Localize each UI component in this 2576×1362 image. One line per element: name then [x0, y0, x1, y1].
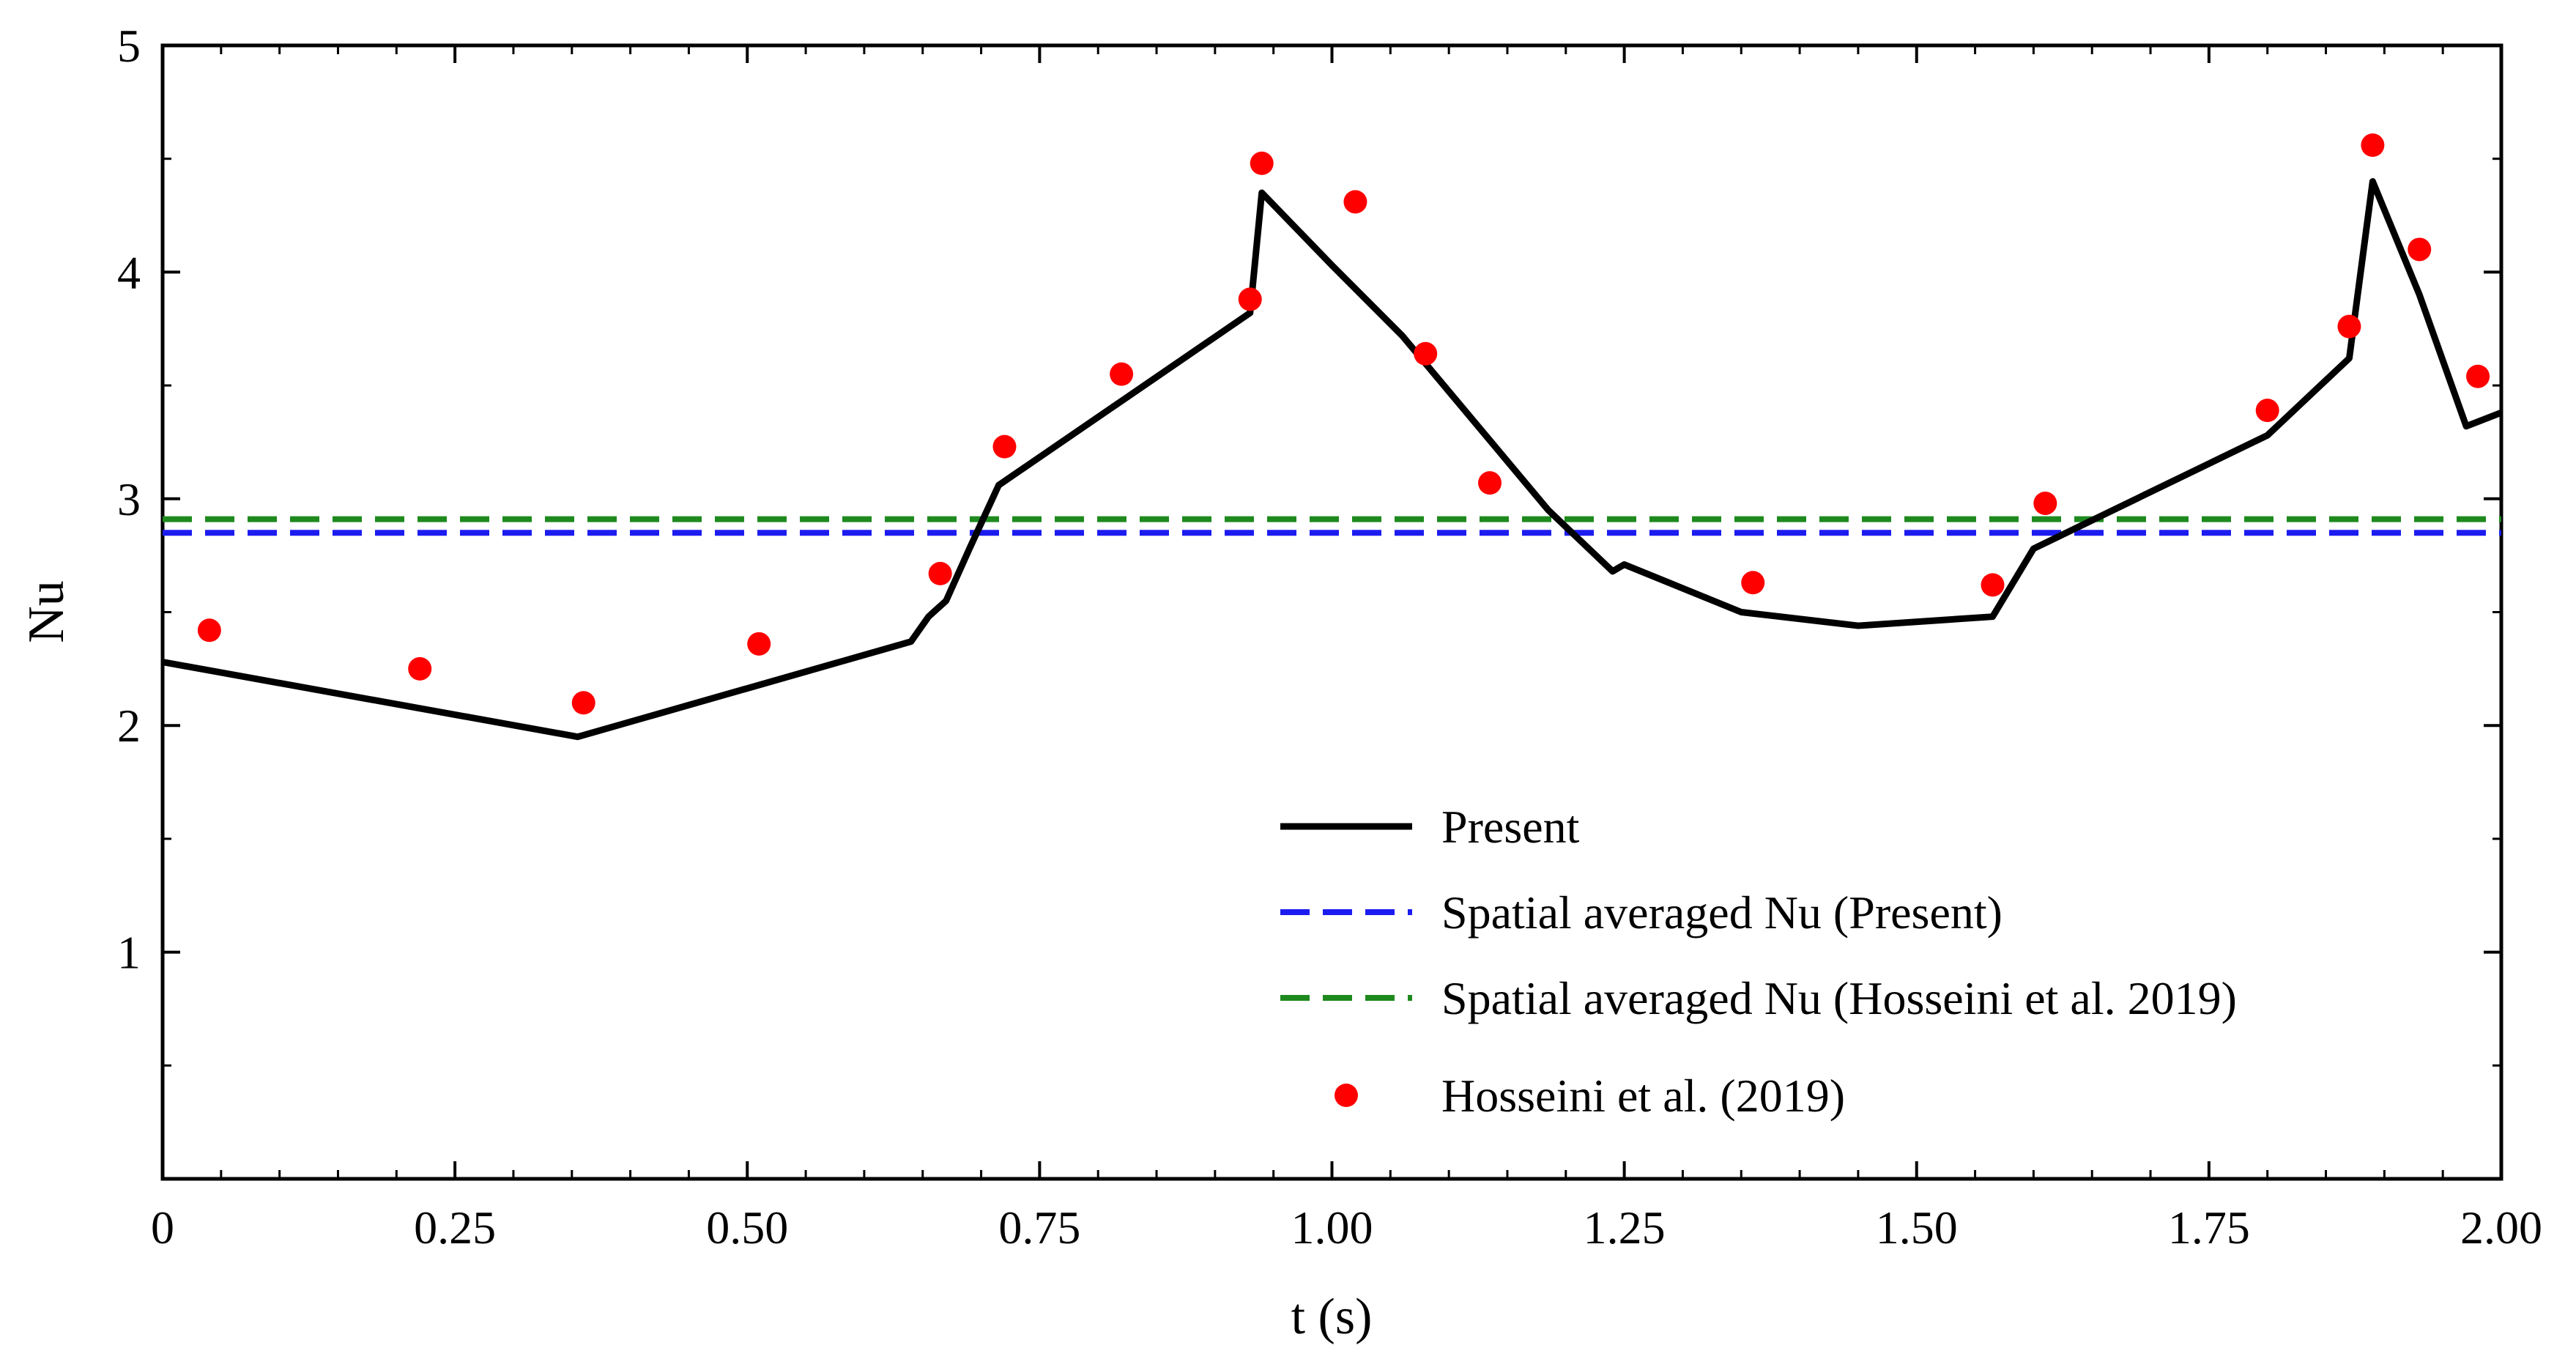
present-nu-line — [162, 178, 2503, 741]
legend-label-avg-present: Spatial averaged Nu (Present) — [1441, 887, 2002, 939]
hosseini-data-point — [408, 656, 432, 681]
x-tick-label: 1.00 — [1291, 1202, 1373, 1254]
hosseini-data-point — [1110, 362, 1134, 386]
x-tick-label: 1.75 — [2168, 1202, 2250, 1254]
hosseini-data-point — [928, 561, 952, 585]
legend-label-present: Present — [1441, 801, 1580, 853]
series-layer — [162, 133, 2503, 741]
x-tick-label: 0.50 — [706, 1202, 788, 1254]
hosseini-data-point — [1238, 287, 1262, 311]
x-tick-label: 1.50 — [1876, 1202, 1958, 1254]
hosseini-data-point — [2337, 314, 2361, 338]
y-tick-label: 4 — [117, 246, 141, 298]
hosseini-data-point — [2255, 399, 2279, 423]
x-tick-label: 0 — [151, 1202, 174, 1254]
y-tick-label: 3 — [117, 473, 141, 525]
hosseini-data-point — [1414, 341, 1438, 366]
hosseini-data-point — [197, 618, 221, 643]
y-axis-title: Nu — [18, 580, 75, 643]
hosseini-data-point — [1478, 471, 1502, 495]
legend-label-hosseini-points: Hosseini et al. (2019) — [1441, 1070, 1845, 1122]
hosseini-data-point — [2466, 364, 2490, 388]
hosseini-data-point — [1250, 151, 1274, 175]
hosseini-data-point — [1741, 571, 1765, 595]
hosseini-data-point — [2361, 133, 2385, 158]
y-tick-label: 2 — [117, 700, 141, 752]
x-axis-title: t (s) — [1291, 1289, 1373, 1345]
hosseini-data-point — [747, 632, 771, 656]
y-tick-label: 1 — [117, 927, 141, 979]
hosseini-data-point — [1343, 190, 1367, 214]
x-tick-label: 2.00 — [2460, 1202, 2542, 1254]
legend-swatch-hosseini-points — [1335, 1084, 1358, 1107]
x-tick-label: 0.25 — [414, 1202, 496, 1254]
hosseini-data-point — [2408, 237, 2432, 262]
x-tick-label: 0.75 — [998, 1202, 1080, 1254]
hosseini-data-point — [2033, 491, 2057, 515]
hosseini-data-point — [571, 691, 595, 715]
legend-label-avg-hosseini: Spatial averaged Nu (Hosseini et al. 201… — [1441, 972, 2237, 1024]
legend: Present Spatial averaged Nu (Present) Sp… — [1280, 801, 2237, 1122]
y-axis-ticks: 1 2 3 4 5 — [117, 20, 2501, 1067]
y-tick-label: 5 — [117, 20, 141, 72]
hosseini-data-point — [1981, 573, 2005, 597]
x-axis-ticks: 0 0.25 0.50 0.75 1.00 1.25 1.50 1.75 2.00 — [151, 45, 2542, 1254]
x-tick-label: 1.25 — [1584, 1202, 1666, 1254]
hosseini-data-point — [992, 434, 1017, 459]
